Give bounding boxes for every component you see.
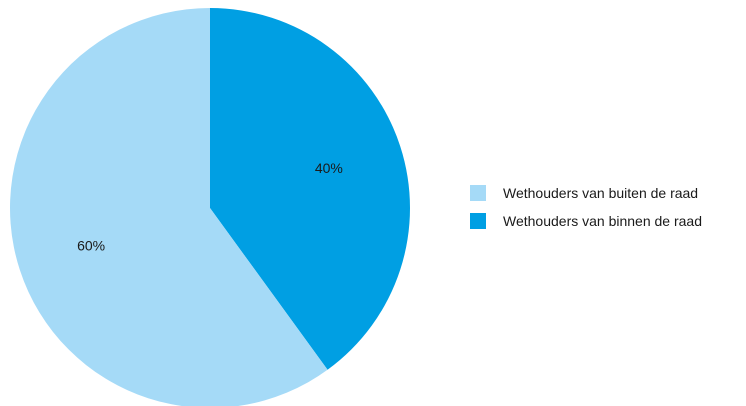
legend-label: Wethouders van binnen de raad <box>503 213 702 229</box>
pie-slice-label: 40% <box>315 160 343 176</box>
legend-item: Wethouders van buiten de raad <box>470 184 702 202</box>
pie-slice <box>210 8 410 370</box>
pie-slice <box>10 8 328 406</box>
legend-swatch <box>470 185 486 201</box>
chart-legend: Wethouders van buiten de raad Wethouders… <box>470 184 702 240</box>
legend-item: Wethouders van binnen de raad <box>470 212 702 230</box>
legend-label: Wethouders van buiten de raad <box>503 185 699 201</box>
pie-slice-label: 60% <box>77 237 105 253</box>
legend-swatch <box>470 213 486 229</box>
